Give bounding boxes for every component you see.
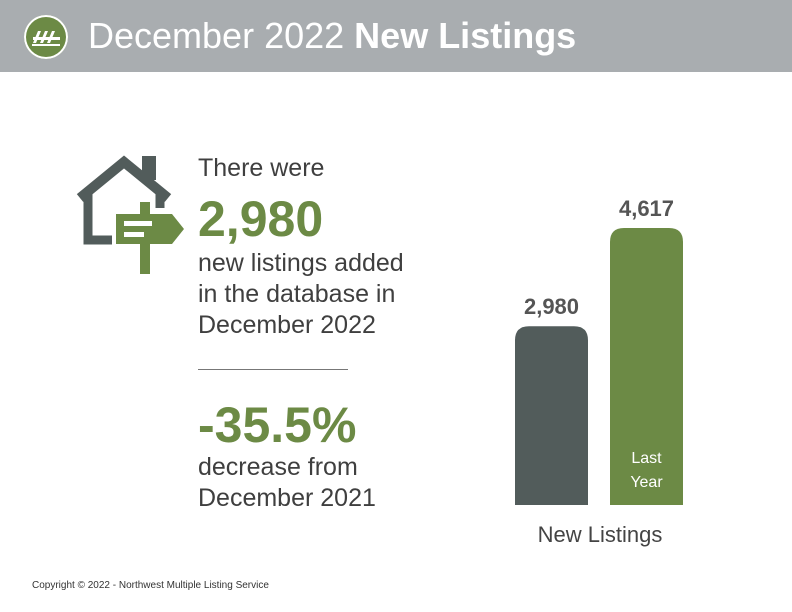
bar-category-label: Year — [630, 474, 663, 491]
title-topic: New Listings — [354, 15, 577, 56]
bar-value-label: 2,980 — [524, 294, 579, 319]
x-axis-label: New Listings — [538, 522, 663, 547]
copyright-text: Copyright © 2022 - Northwest Multiple Li… — [32, 580, 269, 591]
bar-chart: 2,980 4,617 Last Year New Listings — [515, 196, 683, 547]
divider — [198, 369, 348, 370]
house-with-sign-icon — [76, 155, 184, 274]
listings-description: new listings added in the database in De… — [198, 248, 404, 341]
intro-text: There were — [198, 154, 325, 182]
change-value: -35.5% — [198, 397, 357, 453]
bar-2 — [610, 227, 683, 506]
change-description: decrease from December 2021 — [198, 452, 376, 514]
description-line: December 2022 — [198, 311, 376, 339]
page-title: December 2022 New Listings — [88, 14, 576, 58]
bar-1 — [515, 326, 588, 505]
header-bar: December 2022 New Listings — [0, 0, 792, 72]
change-line: December 2021 — [198, 484, 376, 512]
logo-icon — [24, 15, 68, 59]
description-line: new listings added — [198, 249, 404, 277]
change-line: decrease from — [198, 453, 358, 481]
title-date: December 2022 — [88, 15, 345, 56]
description-line: in the database in — [198, 280, 396, 308]
bar-value-label: 4,617 — [619, 196, 674, 221]
listings-value: 2,980 — [198, 191, 324, 247]
bar-category-label: Last — [631, 450, 662, 467]
